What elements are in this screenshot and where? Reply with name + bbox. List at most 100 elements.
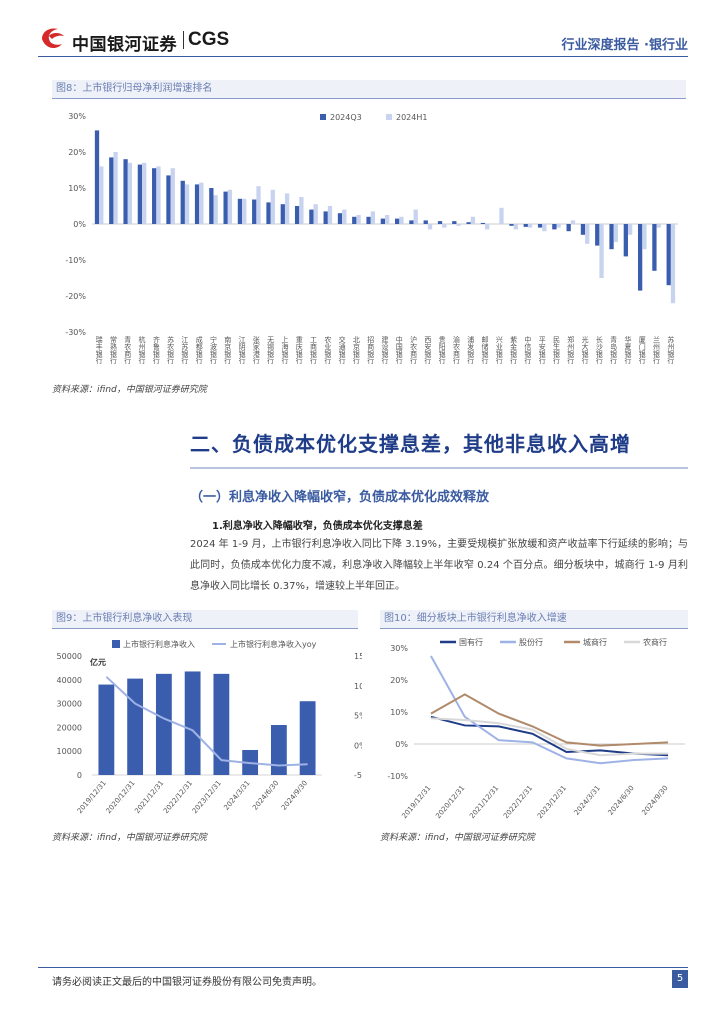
- fig8-bar-q3: [480, 222, 486, 224]
- fig8-xtick-label: 建设银行: [381, 335, 389, 365]
- fig9-bar: [299, 701, 316, 775]
- fig8-bar-h1: [199, 182, 204, 224]
- fig9-xtick-label: 2023/12/31: [191, 779, 223, 815]
- fig8-ytick-label: 30%: [68, 112, 86, 121]
- fig8-xtick-label: 上海银行: [281, 335, 289, 365]
- fig10-legend-label: 股份行: [519, 637, 543, 647]
- fig8-bar-q3: [366, 216, 371, 224]
- fig8-xtick-label: 兰州银行: [653, 335, 661, 365]
- fig10-legend-label: 国有行: [459, 637, 483, 647]
- fig10-source: 资料来源：ifind，中国银河证券研究院: [380, 833, 535, 843]
- fig8-legend-label: 2024H1: [396, 113, 427, 122]
- fig8-bar-q3: [623, 224, 628, 257]
- fig9-title: 图9：上市银行利息净收入表现: [52, 610, 358, 628]
- fig8-bar-h1: [327, 206, 333, 224]
- fig8-bar-h1: [442, 224, 447, 228]
- sub3-heading: 1.利息净收入降幅收窄，负债成本优化支撑息差: [212, 521, 423, 532]
- fig8-xtick-label: 西安银行: [424, 336, 432, 365]
- fig8-bar-h1: [299, 197, 304, 224]
- fig10-title: 图10：细分板块上市银行利息净收入增速: [380, 610, 688, 628]
- fig8-xtick-label: 北京银行: [352, 336, 360, 365]
- footer-divider: [38, 967, 688, 968]
- fig10-xtick-label: 2022/12/31: [502, 784, 534, 820]
- fig9-ytick-left: 30000: [57, 700, 82, 709]
- fig8-bar-q3: [523, 224, 528, 227]
- fig8-legend-swatch-h1: [386, 114, 392, 120]
- fig8-xtick-label: 宁波银行: [209, 335, 217, 365]
- fig10-xtick-label: 2019/12/31: [400, 784, 432, 820]
- fig8-bar-h1: [542, 224, 547, 232]
- fig8-bar-h1: [313, 204, 318, 224]
- fig9-legend-label: 上市银行利息净收入yoy: [230, 639, 317, 649]
- fig9-xtick-label: 2024/6/30: [251, 779, 280, 812]
- fig10-xtick-label: 2021/12/31: [468, 784, 500, 820]
- fig8-xtick-label: 沪农商行: [410, 335, 418, 365]
- fig9-bar: [98, 684, 115, 775]
- fig8-bar-q3: [437, 221, 443, 224]
- fig10-xtick-label: 2023/12/31: [536, 784, 568, 820]
- fig8-bar-q3: [137, 164, 143, 224]
- fig9-unit-label: 亿元: [90, 657, 106, 667]
- fig8-bar-q3: [666, 224, 671, 286]
- fig8-bar-q3: [123, 159, 128, 224]
- fig8-xtick-label: 贵阳银行: [438, 335, 446, 365]
- fig9-yoy-line: [105, 676, 308, 767]
- fig8-bar-q3: [580, 224, 586, 235]
- fig8-xtick-label: 浦发银行: [467, 335, 475, 365]
- fig8-bar-h1: [527, 224, 533, 228]
- fig9-bar: [155, 673, 172, 775]
- fig9-ytick-right: -5%: [354, 771, 362, 780]
- fig8-xtick-label: 渝农商行: [452, 335, 460, 365]
- fig8-bar-h1: [470, 216, 476, 224]
- fig8-xtick-label: 常熟银行: [109, 335, 117, 365]
- fig8-xtick-label: 重庆银行: [295, 336, 303, 365]
- fig8-bar-h1: [284, 193, 290, 224]
- fig8-bar-h1: [642, 224, 647, 250]
- fig9-legend-label: 上市银行利息净收入: [123, 639, 195, 649]
- fig9-xtick-label: 2020/12/31: [105, 779, 137, 815]
- fig8-bar-h1: [370, 211, 375, 224]
- fig8-bar-q3: [552, 224, 557, 230]
- fig8-xtick-label: 招商银行: [367, 335, 375, 365]
- section-divider: [190, 467, 688, 469]
- fig8-xtick-label: 南京银行: [224, 335, 232, 365]
- fig8-bar-q3: [109, 157, 114, 224]
- fig9-xtick-label: 2021/12/31: [133, 779, 165, 815]
- fig8-xtick-label: 苏农银行: [167, 335, 175, 365]
- fig8-bar-q3: [323, 211, 328, 224]
- fig8-bar-q3: [94, 130, 100, 224]
- fig9-ytick-left: 40000: [57, 676, 82, 685]
- fig8-bar-q3: [280, 204, 285, 224]
- fig10-series-line: [430, 655, 669, 765]
- fig8-bar-q3: [209, 188, 214, 224]
- fig10-title-line: [380, 628, 688, 629]
- fig8-bar-h1: [513, 224, 518, 230]
- logo-separator: [183, 31, 184, 49]
- fig8-bar-h1: [170, 168, 175, 224]
- fig8-bar-h1: [270, 189, 275, 224]
- fig8-bar-h1: [413, 209, 418, 224]
- fig8-bar-h1: [670, 224, 676, 304]
- fig8-bar-h1: [613, 224, 618, 242]
- fig8-bar-h1: [656, 224, 661, 228]
- fig10-ytick-label: 20%: [390, 676, 408, 685]
- fig8-bar-h1: [456, 224, 461, 226]
- fig8-bar-h1: [184, 184, 190, 224]
- fig8-ytick-label: -30%: [65, 328, 86, 337]
- fig9-chart: 亿元 0 10000 20000 30000 40000 50000 -5% 0% 5% 10% 15…: [57, 639, 362, 815]
- fig8-bar-q3: [652, 224, 657, 271]
- fig8-bar-h1: [242, 198, 247, 224]
- fig8-bar-h1: [599, 224, 604, 278]
- fig9-ytick-left: 50000: [57, 652, 82, 661]
- fig10-series-line: [430, 717, 669, 757]
- fig8-xtick-label: 齐鲁银行: [152, 335, 160, 365]
- fig8-bar-q3: [166, 175, 171, 224]
- fig8-xtick-label: 光大银行: [581, 335, 589, 365]
- fig8-ytick-label: 0%: [73, 220, 86, 229]
- fig8-xtick-label: 工商银行: [310, 336, 318, 365]
- fig10-ytick-label: 0%: [395, 740, 408, 749]
- fig8-bar-h1: [356, 215, 361, 224]
- fig8-bar-h1: [570, 220, 576, 224]
- fig8-ytick-label: -10%: [65, 256, 86, 265]
- fig8-xtick-label: 紫金银行: [510, 336, 518, 365]
